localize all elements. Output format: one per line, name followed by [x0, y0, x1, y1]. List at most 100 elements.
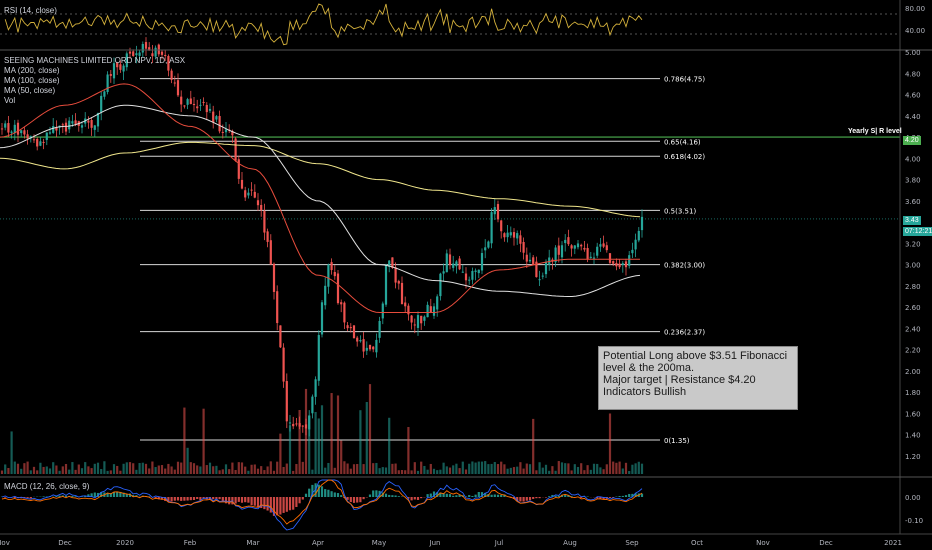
candle-body	[532, 257, 535, 265]
price-tick-label: 2.00	[905, 368, 921, 376]
candle-body	[362, 339, 365, 352]
candle-body	[570, 245, 573, 249]
candle-body	[32, 139, 36, 141]
volume-bar	[557, 461, 560, 474]
candle-body	[368, 344, 372, 350]
volume-bar	[538, 462, 541, 474]
candle-body	[400, 282, 404, 305]
candle-body	[180, 96, 183, 105]
ma50-label: MA (50, close)	[4, 86, 56, 95]
macd-histogram-bar	[551, 494, 554, 497]
volume-bar	[208, 462, 212, 474]
candle-body	[90, 119, 93, 128]
macd-histogram-bar	[522, 497, 525, 502]
rsi-tick-label: 40.00	[905, 27, 925, 35]
macd-histogram-bar	[429, 493, 432, 497]
candle-body	[16, 122, 20, 135]
volume-bar	[327, 462, 330, 474]
macd-histogram-bar	[106, 493, 109, 497]
volume-bar	[362, 464, 365, 474]
volume-bar	[301, 461, 304, 474]
price-tick-label: 5.00	[905, 49, 921, 57]
macd-histogram-bar	[170, 497, 173, 502]
volume-bar	[493, 462, 496, 474]
candle-body	[525, 254, 528, 262]
volume-bar	[256, 468, 260, 474]
price-tick-label: 1.80	[905, 389, 921, 397]
candle-body	[135, 53, 138, 56]
price-tick-label: 3.20	[905, 240, 921, 248]
volume-bar	[576, 466, 580, 474]
macd-histogram-bar	[516, 497, 519, 501]
candle-body	[381, 303, 384, 319]
time-tick-label: 2020	[116, 539, 134, 547]
candle-body	[503, 233, 506, 238]
annotation-note[interactable]: Potential Long above $3.51 Fibonacci lev…	[598, 346, 798, 410]
price-tick-label: 3.80	[905, 177, 921, 185]
chart-title: SEEING MACHINES LIMITED ORD NPV, 1D, ASX	[4, 56, 186, 65]
volume-bar	[231, 462, 234, 474]
volume-bar	[404, 470, 407, 474]
macd-histogram-bar	[71, 495, 74, 497]
price-tick-label: 2.20	[905, 347, 921, 355]
candle-body	[500, 220, 503, 232]
macd-histogram-bar	[256, 497, 260, 508]
macd-histogram-bar	[308, 488, 311, 497]
candle-body	[429, 306, 432, 313]
fibonacci-levels: 0.786(4.75) 0.65(4.16) 0.618(4.02) 0.5(3.51…	[0, 76, 900, 445]
volume-bar	[637, 461, 640, 474]
volume-bar	[589, 469, 592, 474]
volume-bar	[103, 461, 106, 474]
macd-histogram-bar	[464, 496, 468, 497]
fib-level-label: 0.65(4.16)	[664, 138, 701, 146]
macd-tick-label: 0.00	[905, 494, 921, 502]
candle-body	[506, 232, 509, 238]
volume-bar	[180, 462, 183, 474]
macd-histogram-bar	[544, 497, 548, 498]
macd-histogram-bar	[93, 492, 96, 497]
macd-histogram-bar	[445, 493, 448, 497]
volume-bar	[308, 416, 311, 474]
volume-bar	[583, 470, 586, 474]
candle-body	[132, 51, 135, 57]
candle-body	[391, 257, 394, 268]
candle-body	[212, 111, 215, 123]
candle-body	[224, 129, 228, 133]
time-tick-label: Aug	[563, 539, 577, 547]
macd-histogram-bar	[484, 492, 487, 497]
macd-histogram-bar	[436, 492, 439, 497]
volume-bar	[548, 470, 551, 474]
candle-body	[509, 232, 512, 236]
volume-bar	[570, 470, 573, 474]
macd-histogram-bar	[426, 494, 429, 497]
volume-bar	[448, 467, 452, 474]
candle-body	[263, 210, 266, 233]
candle-body	[96, 112, 100, 127]
macd-histogram-bar	[215, 497, 218, 500]
candle-body	[512, 232, 516, 238]
candle-body	[240, 179, 244, 189]
volume-bar	[519, 462, 522, 474]
volume-bar	[464, 469, 468, 474]
macd-histogram-bar	[269, 497, 272, 513]
volume-bar	[586, 465, 589, 474]
candle-body	[410, 315, 413, 323]
volume-bar	[186, 447, 189, 474]
candle-body	[458, 258, 461, 270]
macd-histogram-bar	[384, 493, 388, 497]
volume-bar	[61, 466, 64, 474]
volume-bar	[77, 464, 80, 474]
volume-bar	[605, 464, 608, 474]
candle-body	[330, 262, 333, 271]
candle-body	[285, 381, 288, 422]
macd-histogram-bar	[468, 495, 471, 497]
macd-histogram-bar	[340, 495, 343, 497]
candle-body	[618, 263, 621, 268]
candle-body	[621, 263, 624, 266]
candle-body	[493, 207, 496, 215]
macd-histogram-bar	[167, 497, 170, 502]
volume-bar	[612, 461, 615, 474]
volume-bar	[93, 463, 96, 474]
macd-histogram-bar	[362, 497, 365, 500]
